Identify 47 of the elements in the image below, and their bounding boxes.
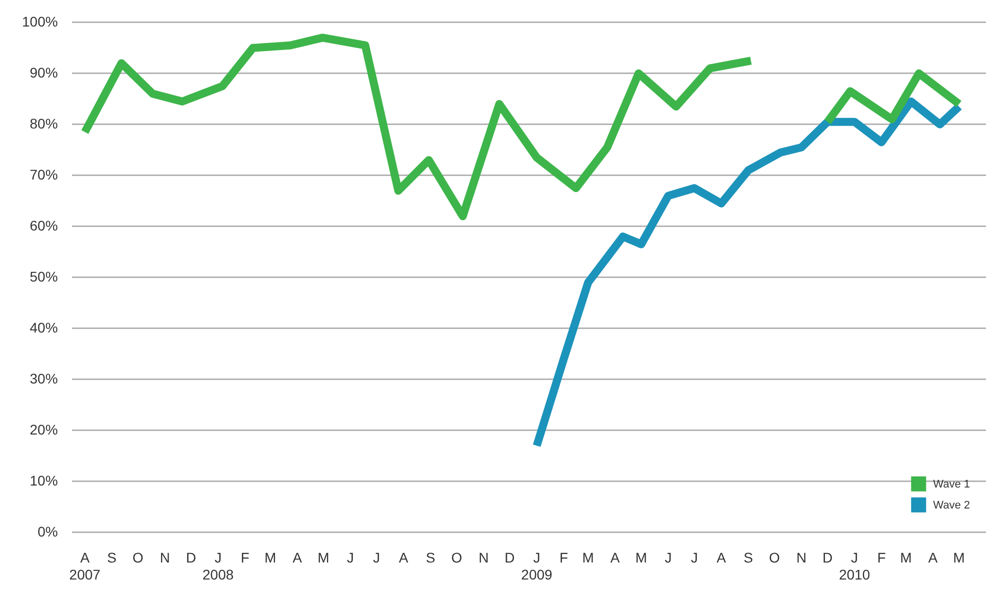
x-tick-label: S — [107, 550, 117, 566]
x-tick-label: A — [292, 550, 303, 566]
x-tick-label: J — [690, 550, 698, 566]
x-tick-label: A — [716, 550, 727, 566]
legend-label: Wave 2 — [933, 499, 970, 512]
x-tick-label: J 2010 — [838, 550, 870, 582]
x-tick-label: F — [559, 550, 568, 566]
y-tick-label: 30% — [30, 370, 58, 386]
x-tick-label: D — [822, 550, 833, 566]
x-tick-label: O — [132, 550, 144, 566]
y-tick-label: 20% — [30, 421, 58, 438]
x-tick-label: N — [160, 550, 170, 566]
y-tick-label: 0% — [38, 523, 58, 540]
x-tick-label: D — [504, 550, 515, 566]
x-tick-label: N — [478, 550, 489, 566]
x-tick-label: O — [451, 550, 462, 566]
x-tick-label: O — [768, 550, 780, 566]
x-tick-label: N — [796, 550, 806, 566]
x-tick-label: A — [610, 550, 620, 566]
x-tick-label: F — [877, 550, 886, 566]
x-tick-label: A — [928, 550, 938, 566]
x-tick-label: J 2008 — [202, 550, 234, 582]
y-tick-label: 50% — [30, 268, 58, 284]
x-tick-label: F — [240, 550, 250, 566]
x-tick-label: J 2009 — [521, 550, 553, 582]
x-tick-label: J — [373, 550, 380, 566]
y-tick-label: 10% — [30, 472, 58, 488]
x-tick-label: D — [186, 550, 196, 566]
x-tick-label: M — [953, 550, 965, 566]
x-tick-label: S — [744, 550, 753, 566]
y-tick-label: 40% — [30, 319, 58, 336]
y-tick-label: 60% — [30, 217, 58, 234]
x-tick-label: J — [346, 550, 354, 566]
y-tick-label: 100% — [22, 13, 58, 30]
x-tick-label: A 2007 — [69, 550, 101, 582]
x-tick-label: S — [426, 550, 436, 566]
y-tick-label: 70% — [30, 166, 58, 182]
x-tick-label: A — [398, 550, 409, 566]
x-tick-label: M — [900, 550, 912, 566]
legend-label: Wave 1 — [933, 478, 970, 490]
x-tick-label: M — [582, 550, 594, 566]
y-tick-label: 90% — [30, 64, 58, 80]
x-tick-label: M — [318, 550, 330, 566]
y-tick-label: 80% — [30, 115, 58, 132]
x-tick-label: J — [664, 550, 672, 566]
x-tick-label: M — [264, 550, 276, 566]
x-tick-label: M — [635, 550, 648, 566]
